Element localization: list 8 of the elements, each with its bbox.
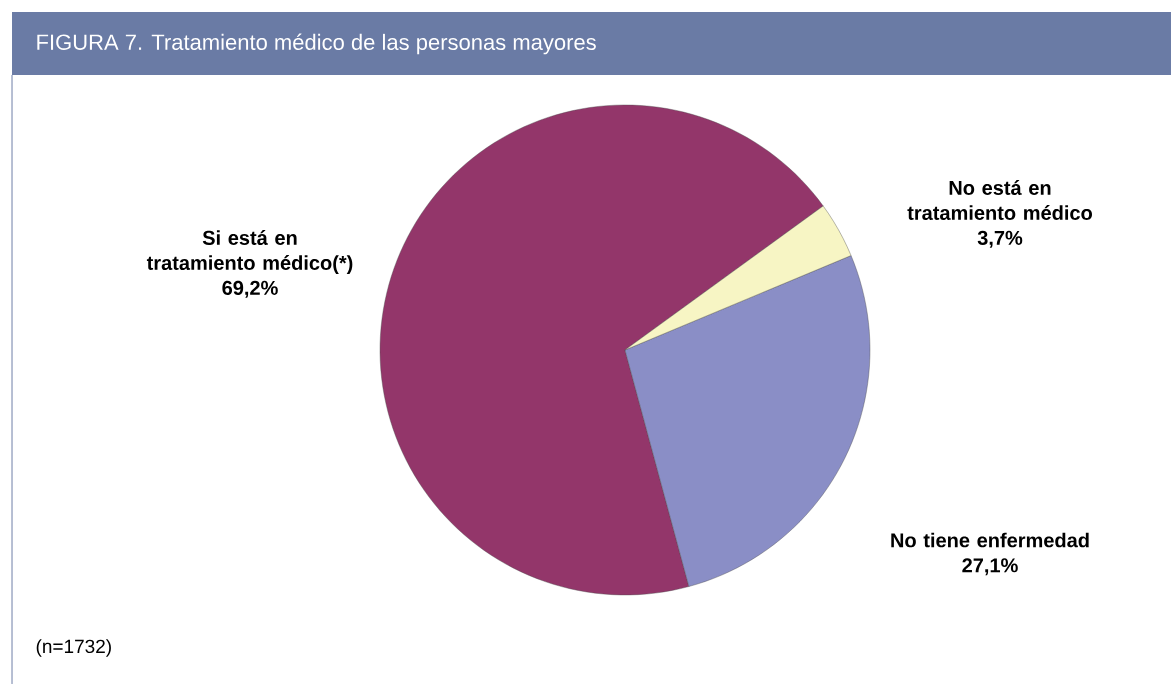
slice-label: No está en tratamiento médico <box>907 179 1092 220</box>
data-label: 69,2% <box>222 280 278 298</box>
data-label: 27,1% <box>962 557 1018 576</box>
slice-label: Si está en tratamiento médico(*) <box>146 229 353 274</box>
data-label: 3,7% <box>977 230 1023 248</box>
slice-label: No tiene enfermedad <box>891 532 1089 548</box>
text: (n=1732) <box>36 638 111 657</box>
chart-title: FIGURA 7. Tratamiento médico de las personas mayores <box>37 33 596 55</box>
